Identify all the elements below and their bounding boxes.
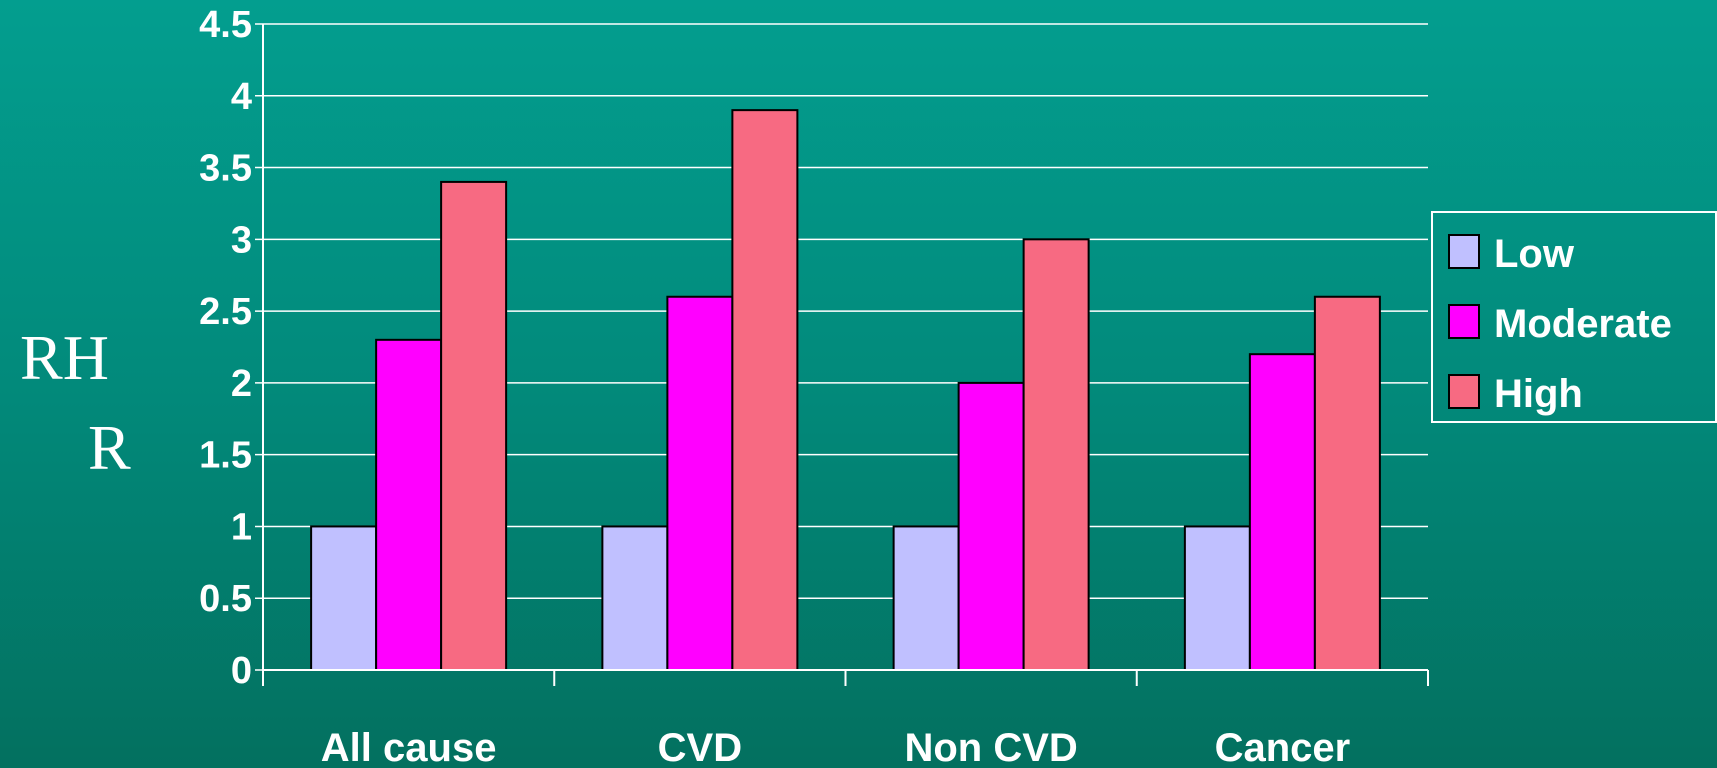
bar-moderate-all-cause [375,338,443,671]
x-category-label: Cancer [1215,726,1351,768]
y-axis-label: RH R [20,322,131,483]
axes [262,24,1429,686]
bars [310,109,1381,672]
legend-swatch-moderate [1448,304,1480,339]
legend-label-low: Low [1494,232,1575,276]
y-tick-label: 2.5 [199,291,252,333]
y-axis-label-line-2: R [88,412,131,483]
y-tick-label: 4.5 [199,4,252,46]
y-tick-label: 2 [231,363,252,405]
bar-low-all-cause [310,525,378,672]
legend-swatch-high [1448,374,1480,409]
bar-moderate-cancer [1248,353,1316,671]
x-axis-labels: All cause CVD Non CVD Cancer [321,726,1350,768]
y-axis-label-line-1: RH [20,322,109,393]
bar-moderate-non-cvd [957,381,1025,671]
y-tick-label: 1 [231,506,252,548]
bar-low-cancer [1183,525,1251,672]
legend-box [1431,211,1717,423]
bar-low-cvd [601,525,669,672]
y-tick-label: 3 [231,219,252,261]
legend: Low Moderate High [1431,211,1717,423]
x-category-label: All cause [321,726,497,768]
bar-high-cancer [1313,295,1381,671]
bar-low-non-cvd [892,525,960,672]
y-tick-label: 0 [231,650,252,692]
bar-high-non-cvd [1022,238,1090,671]
y-tick-label: 1.5 [199,435,252,477]
bar-high-all-cause [440,180,508,672]
legend-label-moderate: Moderate [1494,302,1672,346]
x-category-label: Non CVD [904,726,1077,768]
legend-swatch-low [1448,234,1480,269]
y-tick-label: 0.5 [199,578,252,620]
x-category-label: CVD [658,726,742,768]
y-tick-label: 4 [231,76,252,118]
legend-label-high: High [1494,372,1583,416]
y-tick-label: 3.5 [199,148,252,190]
y-axis-ticks: 0 0.5 1 1.5 2 2.5 3 3.5 4 4.5 [199,4,252,692]
bar-moderate-cvd [666,295,734,671]
bar-high-cvd [731,109,799,671]
